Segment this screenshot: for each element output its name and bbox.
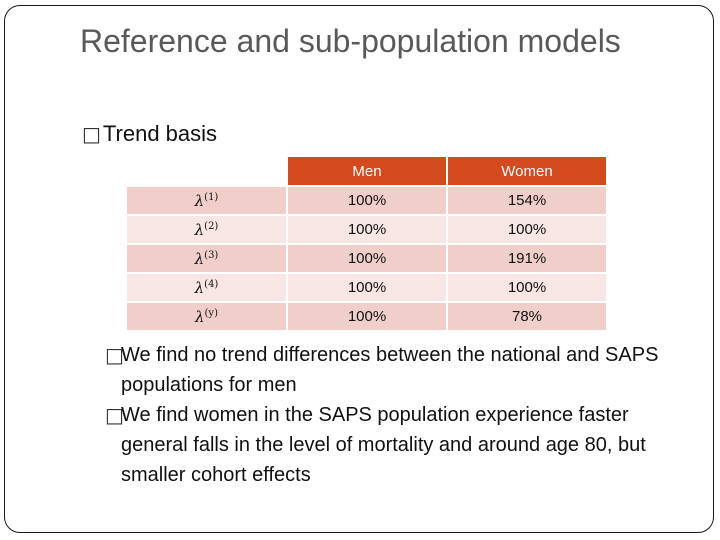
param-cell: λ(1) (127, 186, 288, 216)
trend-basis-label: Trend basis (102, 121, 218, 146)
trend-basis-table: Men Women λ(1) 100% 154% λ(2) 100% 100% … (127, 157, 608, 332)
slide-frame (4, 5, 714, 533)
men-value: 100% (287, 244, 448, 274)
women-value: 100% (447, 273, 608, 303)
param-cell: λ(y) (127, 302, 288, 332)
lambda-symbol: λ (194, 220, 205, 239)
women-value: 100% (447, 215, 608, 245)
women-value: 154% (447, 186, 608, 216)
table-row: λ(y) 100% 78% (127, 302, 608, 332)
param-superscript: (2) (204, 220, 219, 232)
women-value: 191% (447, 244, 608, 274)
men-value: 100% (287, 215, 448, 245)
header-women: Women (447, 157, 608, 187)
table-row: λ(4) 100% 100% (127, 273, 608, 303)
men-value: 100% (287, 302, 448, 332)
header-blank-cell (127, 157, 288, 187)
finding-bullet-men: □ We find no trend differences between t… (105, 340, 685, 400)
men-value: 100% (287, 273, 448, 303)
trend-basis-bullet: □ Trend basis (82, 121, 217, 147)
findings-bullets: □ We find no trend differences between t… (105, 340, 685, 490)
param-cell: λ(4) (127, 273, 288, 303)
param-superscript: (1) (204, 191, 219, 203)
men-value: 100% (287, 186, 448, 216)
table-row: λ(1) 100% 154% (127, 186, 608, 216)
finding-text: We find women in the SAPS population exp… (121, 404, 646, 486)
param-cell: λ(3) (127, 244, 288, 274)
table-header-row: Men Women (127, 157, 608, 187)
checkbox-bullet-icon: □ (82, 122, 101, 146)
lambda-symbol: λ (194, 278, 205, 297)
table-row: λ(3) 100% 191% (127, 244, 608, 274)
param-superscript: (y) (204, 307, 218, 319)
lambda-symbol: λ (194, 191, 205, 210)
table-row: λ(2) 100% 100% (127, 215, 608, 245)
checkbox-bullet-icon: □ (105, 403, 124, 427)
women-value: 78% (447, 302, 608, 332)
lambda-symbol: λ (194, 249, 205, 268)
param-superscript: (4) (204, 278, 219, 290)
header-men: Men (287, 157, 448, 187)
finding-bullet-women: □ We find women in the SAPS population e… (105, 400, 685, 490)
slide-title: Reference and sub-population models (80, 23, 621, 59)
param-cell: λ(2) (127, 215, 288, 245)
finding-text: We find no trend differences between the… (121, 344, 659, 396)
param-superscript: (3) (204, 249, 219, 261)
checkbox-bullet-icon: □ (105, 343, 124, 367)
lambda-symbol: λ (195, 307, 205, 326)
